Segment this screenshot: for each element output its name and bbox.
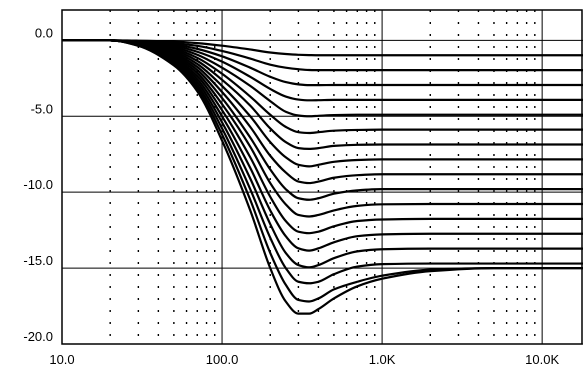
series-line-6 bbox=[62, 39, 583, 135]
plot-frame bbox=[61, 9, 583, 345]
series-line-1 bbox=[62, 39, 583, 57]
series-line-9 bbox=[62, 39, 583, 185]
series-line-16 bbox=[62, 39, 583, 303]
y-tick-label: -10.0 bbox=[23, 177, 53, 192]
series-line-13 bbox=[62, 39, 583, 252]
x-tick-label: 100.0 bbox=[206, 352, 239, 367]
series-line-4 bbox=[62, 39, 583, 102]
y-tick-label: -20.0 bbox=[23, 329, 53, 344]
series-line-14 bbox=[62, 39, 583, 269]
series-group bbox=[62, 39, 583, 315]
x-tick-label: 10.0K bbox=[525, 352, 559, 367]
x-tick-label: 1.0K bbox=[369, 352, 396, 367]
y-tick-labels: 0.0 -5.0 -10.0 -15.0 -20.0 bbox=[23, 25, 53, 344]
series-line-17 bbox=[62, 39, 583, 315]
y-tick-label: -5.0 bbox=[31, 101, 53, 116]
x-tick-labels: 10.0 100.0 1.0K 10.0K bbox=[49, 352, 559, 367]
series-line-7 bbox=[62, 39, 583, 151]
series-line-2 bbox=[62, 39, 583, 72]
series-line-11 bbox=[62, 39, 583, 218]
series-line-12 bbox=[62, 39, 583, 235]
y-tick-label: 0.0 bbox=[35, 25, 53, 40]
y-tick-label: -15.0 bbox=[23, 253, 53, 268]
series-line-8 bbox=[62, 39, 583, 168]
series-line-3 bbox=[62, 39, 583, 87]
series-line-5 bbox=[62, 39, 583, 118]
series-line-10 bbox=[62, 39, 583, 201]
major-grid bbox=[61, 10, 583, 345]
x-tick-label: 10.0 bbox=[49, 352, 74, 367]
series-line-15 bbox=[62, 39, 583, 285]
